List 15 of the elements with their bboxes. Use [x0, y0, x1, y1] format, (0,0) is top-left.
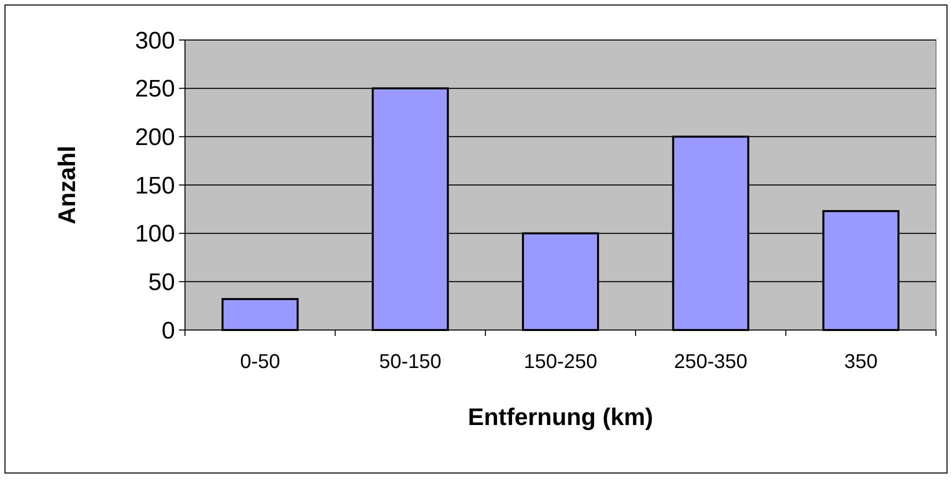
y-tick-label: 150: [134, 172, 175, 200]
x-tick-label: 250-350: [674, 351, 748, 373]
y-axis-title: Anzahl: [54, 146, 81, 224]
y-tick-label: 50: [148, 269, 175, 296]
y-tick-label: 0: [162, 317, 175, 344]
y-tick-label: 100: [134, 220, 175, 248]
x-tick-label: 50-150: [379, 351, 442, 373]
x-axis-title: Entfernung (km): [468, 404, 654, 431]
y-tick-label: 200: [134, 124, 175, 152]
y-tick-label: 250: [134, 76, 175, 103]
x-tick-label: 0-50: [240, 351, 280, 373]
y-tick-label: 300: [134, 27, 175, 54]
bar: [222, 298, 299, 331]
x-tick-label: 150-250: [524, 351, 598, 373]
x-tick-label: 350: [844, 351, 878, 373]
